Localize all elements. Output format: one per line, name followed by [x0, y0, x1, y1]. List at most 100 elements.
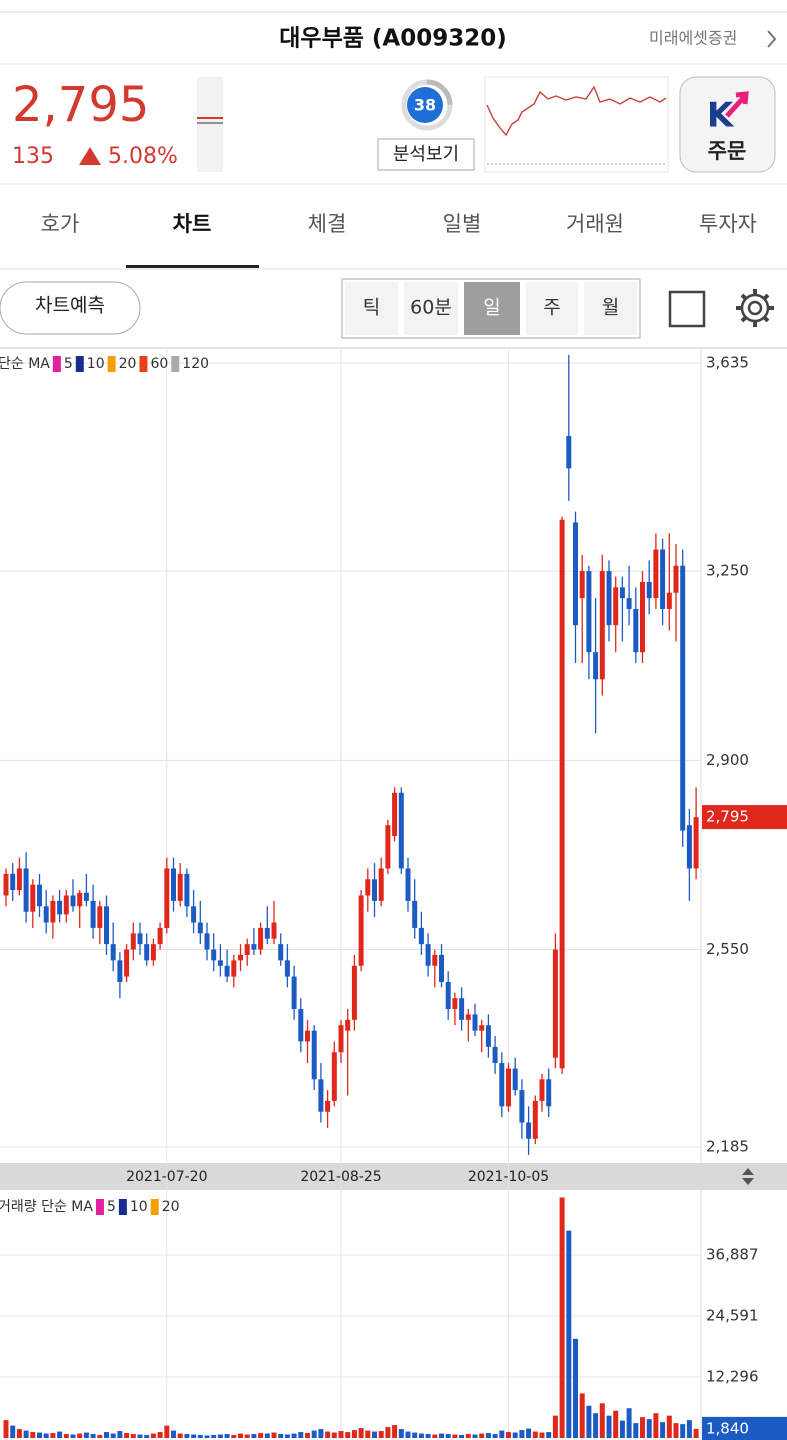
broker-link[interactable]: 미래에셋증권	[649, 29, 737, 48]
volume-bar	[57, 1431, 63, 1438]
tab[interactable]: 일별	[443, 212, 482, 236]
period-cell[interactable]	[464, 282, 520, 335]
legend-swatch	[118, 1199, 127, 1215]
y-tick-label: 12,296	[706, 1368, 759, 1386]
candle-body	[351, 965, 357, 1020]
candle-body	[184, 873, 190, 907]
period-cell[interactable]	[584, 282, 637, 335]
y-tick-label: 2,900	[706, 751, 749, 769]
volume-bar	[258, 1433, 264, 1438]
x-tick-label: 2021-08-25	[300, 1169, 381, 1185]
candle-body	[37, 884, 42, 907]
volume-bar	[613, 1410, 619, 1438]
period-label[interactable]: 60분	[410, 297, 452, 319]
tab[interactable]: 호가	[41, 212, 80, 236]
legend-title: 단순 MA	[0, 356, 50, 372]
period-label[interactable]: 일	[483, 297, 500, 319]
order-logo-arrow	[725, 91, 749, 118]
volume-bar	[479, 1433, 485, 1438]
period-cell[interactable]	[526, 282, 578, 335]
period-cell[interactable]	[404, 282, 458, 335]
candle-body	[385, 825, 391, 869]
predict-button[interactable]	[0, 281, 141, 335]
tab[interactable]: 투자자	[699, 212, 757, 236]
volume-bar	[211, 1435, 217, 1438]
candle-body	[465, 1014, 471, 1020]
period-label[interactable]: 주	[543, 297, 560, 319]
volume-bar	[291, 1433, 297, 1438]
candle-body	[499, 1063, 505, 1107]
candle-body	[325, 1100, 331, 1112]
change: 135	[12, 144, 54, 169]
volume-bar	[412, 1432, 418, 1438]
volume-bar	[459, 1435, 465, 1438]
candle-body	[238, 954, 243, 961]
change-pct: 5.08%	[108, 144, 178, 169]
legend-label: 20	[162, 1199, 180, 1215]
candle-body	[459, 998, 465, 1020]
analysis-button[interactable]	[377, 138, 475, 171]
layout-icon[interactable]	[668, 290, 706, 328]
volume-bar	[606, 1415, 612, 1438]
price-tag-label: 2,795	[706, 808, 749, 826]
volume-bar	[599, 1403, 605, 1438]
candle-body	[539, 1079, 545, 1101]
volume-bar	[144, 1435, 150, 1438]
settings-icon[interactable]	[736, 289, 774, 327]
order-label[interactable]: 주문	[708, 139, 747, 163]
volume-bar	[526, 1428, 532, 1438]
candle-body	[338, 1025, 344, 1053]
legend-swatch	[171, 356, 180, 372]
volume-bar	[3, 1420, 9, 1438]
legend-label: 10	[87, 356, 105, 372]
volume-bar	[50, 1433, 56, 1438]
candle-body	[606, 571, 612, 626]
volume-bar	[452, 1434, 458, 1438]
volume-bar	[97, 1435, 103, 1438]
legend-swatch	[75, 356, 84, 372]
volume-bar	[264, 1433, 270, 1438]
volume-bar	[251, 1434, 257, 1438]
volume-tag-label: 1,840	[706, 1419, 749, 1437]
candle-body	[526, 1122, 532, 1139]
volume-bar	[372, 1431, 377, 1438]
candle-body	[251, 944, 257, 950]
candle-body	[445, 981, 451, 1010]
stock-title: 대우부품 (A009320)	[279, 26, 507, 52]
gear-hub	[747, 300, 763, 316]
candle-body	[57, 900, 63, 915]
volume-bar	[673, 1423, 679, 1438]
volume-bar	[37, 1432, 42, 1438]
candle-body	[452, 998, 458, 1010]
tab[interactable]: 거래원	[566, 212, 624, 236]
predict-label[interactable]: 차트예측	[35, 295, 105, 317]
candle-body	[345, 1019, 351, 1031]
order-button[interactable]	[679, 76, 776, 173]
candle-body	[305, 1030, 310, 1042]
candle-body	[680, 565, 686, 831]
candle-body	[479, 1025, 485, 1031]
candle-body	[50, 900, 56, 923]
resize-icon[interactable]	[742, 1168, 754, 1185]
candle-body	[660, 549, 666, 609]
analysis-label[interactable]: 분석보기	[393, 144, 459, 165]
volume-bar	[238, 1433, 243, 1438]
period-label[interactable]: 틱	[363, 297, 380, 319]
volume-bar	[378, 1431, 384, 1438]
candle-body	[271, 922, 277, 939]
candle-body	[104, 906, 109, 945]
candle-body	[217, 960, 223, 966]
period-cell[interactable]	[345, 282, 398, 335]
volume-bar	[519, 1430, 525, 1438]
volume-bar	[130, 1434, 136, 1438]
tab[interactable]: 차트	[173, 212, 212, 236]
volume-bar	[231, 1435, 237, 1438]
period-label[interactable]: 월	[602, 297, 619, 319]
candle-body	[372, 879, 377, 901]
sparkline	[486, 85, 667, 137]
tab[interactable]: 체결	[308, 212, 347, 236]
volume-bar	[385, 1427, 391, 1438]
candle-body	[110, 944, 116, 961]
candle-body	[171, 868, 176, 901]
candle-body	[418, 927, 424, 945]
